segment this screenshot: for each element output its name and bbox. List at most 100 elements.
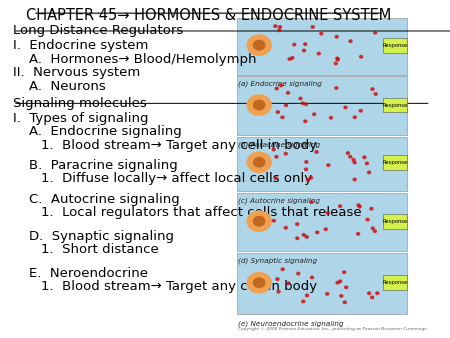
Circle shape <box>344 106 347 109</box>
Text: II.  Nervous system: II. Nervous system <box>13 66 140 79</box>
Circle shape <box>277 290 280 293</box>
Text: 1.  Local regulators that affect cells that release: 1. Local regulators that affect cells th… <box>41 206 361 219</box>
Circle shape <box>247 152 271 172</box>
Circle shape <box>272 219 275 222</box>
Circle shape <box>335 35 338 38</box>
Circle shape <box>336 58 339 61</box>
Text: Long Distance Regulators: Long Distance Regulators <box>13 24 183 37</box>
Circle shape <box>305 168 307 171</box>
Circle shape <box>247 95 271 115</box>
Circle shape <box>374 31 377 34</box>
Text: A.  Endocrine signaling: A. Endocrine signaling <box>29 125 182 138</box>
FancyBboxPatch shape <box>237 193 407 251</box>
Circle shape <box>296 223 299 225</box>
Circle shape <box>326 212 329 214</box>
Text: Response: Response <box>382 43 408 48</box>
Circle shape <box>371 296 373 299</box>
Circle shape <box>304 43 307 45</box>
Circle shape <box>291 57 294 59</box>
Circle shape <box>346 152 349 154</box>
Circle shape <box>274 177 277 179</box>
Circle shape <box>368 171 371 174</box>
Text: Signaling molecules: Signaling molecules <box>13 97 147 110</box>
Circle shape <box>349 40 352 43</box>
Circle shape <box>274 25 277 27</box>
Circle shape <box>281 116 284 119</box>
FancyBboxPatch shape <box>383 214 407 228</box>
Text: (a) Endocrine signaling: (a) Endocrine signaling <box>238 81 322 87</box>
Text: CHAPTER 45→ HORMONES & ENDOCRINE SYSTEM: CHAPTER 45→ HORMONES & ENDOCRINE SYSTEM <box>26 8 391 23</box>
Text: E.  Neroendocrine: E. Neroendocrine <box>29 267 148 280</box>
Text: A.  Neurons: A. Neurons <box>29 80 106 93</box>
Circle shape <box>279 26 282 28</box>
Text: A.  Hormones→ Blood/Hemolymph: A. Hormones→ Blood/Hemolymph <box>29 53 256 66</box>
Circle shape <box>284 104 288 106</box>
Circle shape <box>276 278 279 281</box>
Circle shape <box>329 117 333 119</box>
Circle shape <box>305 103 308 105</box>
Circle shape <box>345 286 348 289</box>
Circle shape <box>284 226 287 229</box>
Text: B.  Paracrine signaling: B. Paracrine signaling <box>29 159 178 172</box>
Circle shape <box>288 58 291 60</box>
Circle shape <box>304 120 307 123</box>
Circle shape <box>326 293 329 295</box>
Text: Response: Response <box>382 219 408 224</box>
Circle shape <box>247 273 271 293</box>
Text: 1.  Diffuse locally→ affect local cells only: 1. Diffuse locally→ affect local cells o… <box>41 172 312 185</box>
Circle shape <box>317 52 320 55</box>
Circle shape <box>343 301 346 304</box>
FancyBboxPatch shape <box>237 76 407 135</box>
Circle shape <box>302 234 305 236</box>
Circle shape <box>370 208 373 210</box>
Circle shape <box>327 164 330 167</box>
FancyBboxPatch shape <box>237 253 407 314</box>
Circle shape <box>247 35 271 55</box>
Circle shape <box>371 227 374 230</box>
FancyBboxPatch shape <box>237 137 407 191</box>
Circle shape <box>279 84 283 87</box>
Circle shape <box>353 178 356 181</box>
Circle shape <box>356 233 360 235</box>
Circle shape <box>253 158 265 167</box>
Circle shape <box>343 271 346 273</box>
Circle shape <box>247 211 271 231</box>
Circle shape <box>334 62 338 65</box>
Text: 1.  Short distance: 1. Short distance <box>41 243 158 256</box>
Circle shape <box>336 282 339 284</box>
Circle shape <box>299 97 302 100</box>
Circle shape <box>287 282 290 285</box>
Circle shape <box>324 228 327 231</box>
Text: I.  Endocrine system: I. Endocrine system <box>13 40 148 52</box>
Circle shape <box>275 155 278 158</box>
Circle shape <box>306 294 309 297</box>
Text: Response: Response <box>382 280 408 285</box>
Circle shape <box>275 87 278 90</box>
Circle shape <box>253 278 265 288</box>
Text: (c) Autocrine signaling: (c) Autocrine signaling <box>238 197 320 203</box>
Circle shape <box>302 102 304 104</box>
Circle shape <box>253 216 265 226</box>
FancyBboxPatch shape <box>383 38 407 52</box>
Circle shape <box>349 155 352 158</box>
Circle shape <box>315 151 318 153</box>
Circle shape <box>368 292 371 295</box>
Circle shape <box>284 152 287 155</box>
Circle shape <box>287 92 289 94</box>
Circle shape <box>357 204 360 207</box>
Circle shape <box>302 300 305 303</box>
Circle shape <box>272 148 275 151</box>
Circle shape <box>374 93 377 95</box>
Circle shape <box>320 32 323 35</box>
Circle shape <box>310 176 313 179</box>
Circle shape <box>278 29 281 32</box>
Circle shape <box>338 205 342 208</box>
Text: D.  Synaptic signaling: D. Synaptic signaling <box>29 230 174 243</box>
Circle shape <box>363 156 366 159</box>
Circle shape <box>374 230 376 233</box>
Circle shape <box>360 55 363 58</box>
Circle shape <box>371 88 374 90</box>
Circle shape <box>366 218 369 221</box>
Circle shape <box>311 26 314 28</box>
Text: C.  Autocrine signaling: C. Autocrine signaling <box>29 193 180 206</box>
